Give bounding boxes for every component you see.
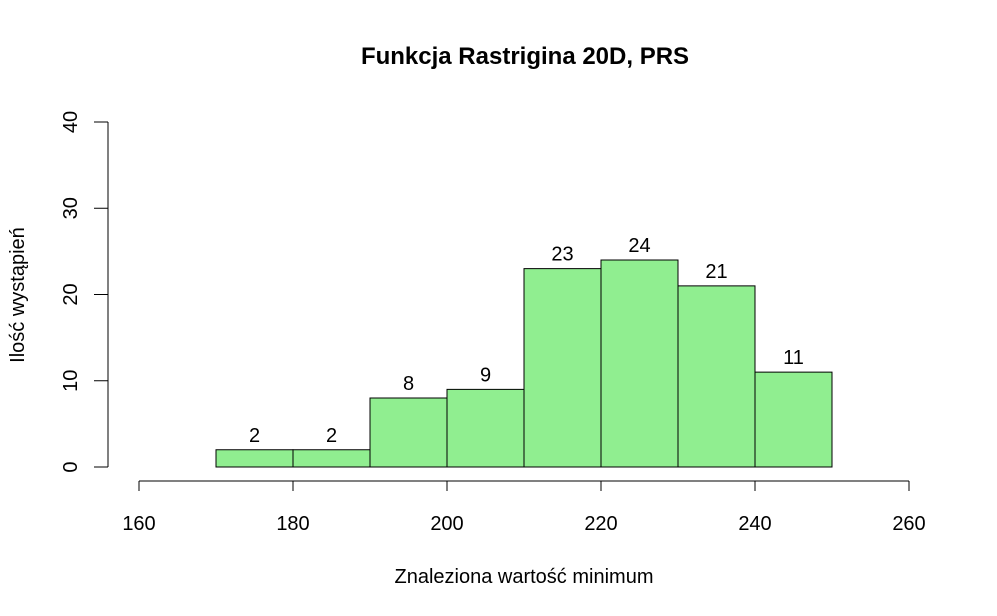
histogram-bar (754, 371, 833, 468)
x-tick-label: 180 (276, 513, 309, 535)
histogram-bar (600, 259, 679, 468)
x-tick-label: 200 (430, 513, 463, 535)
histogram-bar (215, 449, 294, 468)
x-tick-label: 240 (738, 513, 771, 535)
y-tick-label: 20 (60, 283, 82, 305)
bar-count-label: 2 (326, 425, 337, 447)
x-axis-label: Znaleziona wartość minimum (395, 566, 654, 588)
y-tick-label: 40 (60, 111, 82, 133)
histogram-bar (446, 388, 525, 468)
histogram-bar (292, 449, 371, 468)
bar-count-label: 23 (551, 244, 573, 266)
bar-count-label: 24 (628, 235, 650, 257)
histogram-bar (523, 268, 602, 468)
bar-count-label: 21 (705, 261, 727, 283)
bar-count-label: 8 (403, 373, 414, 395)
y-axis-label: Ilość wystąpień (7, 227, 29, 363)
x-axis: 160 180 200 220 240 260 (122, 480, 926, 535)
x-tick-label: 260 (892, 513, 925, 535)
histogram-bar (369, 397, 448, 468)
y-tick-label: 30 (60, 197, 82, 219)
bar-count-label: 2 (249, 425, 260, 447)
x-tick-label: 220 (584, 513, 617, 535)
bar-labels-group: 2 2 8 9 23 24 21 11 (249, 235, 804, 447)
y-axis: 0 10 20 30 40 (60, 111, 109, 473)
histogram-bar (677, 285, 756, 468)
bar-count-label: 11 (783, 347, 804, 369)
chart-title: Funkcja Rastrigina 20D, PRS (361, 43, 689, 70)
y-tick-label: 0 (60, 461, 82, 472)
y-tick-label: 10 (60, 370, 82, 392)
bars-group (215, 259, 833, 468)
x-tick-label: 160 (122, 513, 155, 535)
bar-count-label: 9 (480, 364, 491, 386)
